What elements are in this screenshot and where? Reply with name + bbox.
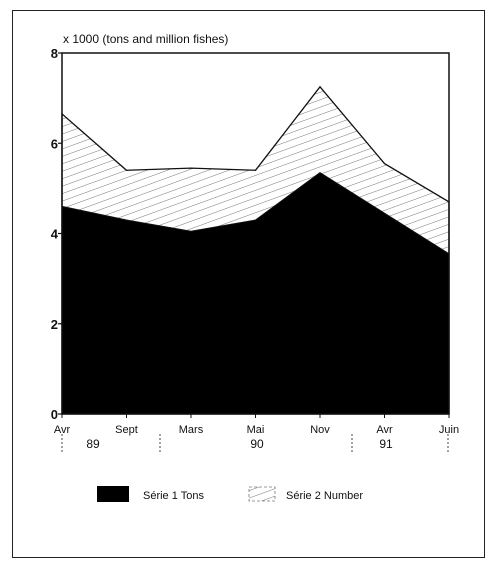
x-tick-label: Mai bbox=[247, 424, 265, 436]
x-tick-label: Avr bbox=[376, 424, 393, 436]
legend-label-series-2: Série 2 Number bbox=[286, 490, 363, 502]
x-tick-label: Nov bbox=[310, 424, 330, 436]
legend-swatch-series-2 bbox=[248, 486, 276, 502]
y-tick-label: 6 bbox=[51, 136, 58, 151]
y-tick-label: 4 bbox=[51, 227, 59, 242]
year-label: 90 bbox=[250, 437, 264, 451]
year-label: 91 bbox=[379, 437, 393, 451]
y-tick-label: 0 bbox=[51, 407, 58, 422]
legend-label-series-1: Série 1 Tons bbox=[143, 490, 204, 502]
unit-label: x 1000 (tons and million fishes) bbox=[63, 32, 228, 46]
y-tick-label: 2 bbox=[51, 317, 58, 332]
x-tick-label: Sept bbox=[115, 424, 138, 436]
year-label: 89 bbox=[86, 437, 100, 451]
x-tick-label: Avr bbox=[54, 424, 71, 436]
x-tick-label: Mars bbox=[179, 424, 204, 436]
y-tick-label: 8 bbox=[51, 46, 58, 61]
chart-frame bbox=[12, 10, 485, 558]
legend-swatch-series-1 bbox=[97, 486, 129, 502]
x-tick-label: Juin bbox=[439, 424, 459, 436]
